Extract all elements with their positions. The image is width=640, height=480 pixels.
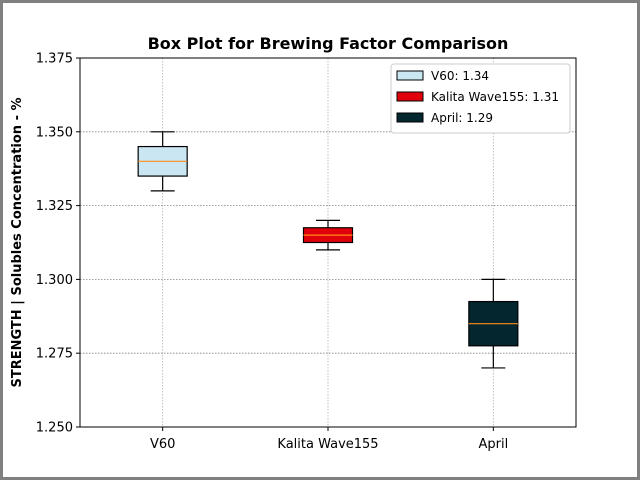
legend-label: April: 1.29 (431, 111, 493, 125)
y-tick-label: 1.275 (36, 347, 73, 362)
x-tick-label: Kalita Wave155 (277, 437, 378, 452)
y-tick-label: 1.375 (36, 52, 73, 67)
legend-swatch (396, 112, 424, 123)
legend-box (390, 63, 571, 134)
y-axis-label: STRENGTH | Solubles Concentration - % (10, 97, 25, 387)
chart-title: Box Plot for Brewing Factor Comparison (148, 34, 509, 53)
y-tick-label: 1.250 (36, 421, 73, 436)
x-tick-label: April (478, 437, 508, 452)
y-tick-label: 1.325 (36, 199, 73, 214)
box-plot-chart: 1.250 1.275 1.300 1.325 1.350 1.375 V60 Kalita … (10, 34, 577, 452)
legend-label: V60: 1.34 (431, 69, 489, 83)
y-tick-label: 1.350 (36, 125, 73, 140)
legend-swatch (396, 91, 424, 102)
x-tick-label: V60 (150, 437, 175, 452)
y-tick-label: 1.300 (36, 273, 73, 288)
legend-label: Kalita Wave155: 1.31 (431, 90, 559, 104)
figure: 1.250 1.275 1.300 1.325 1.350 1.375 V60 Kalita … (3, 3, 637, 477)
legend-swatch (396, 70, 424, 81)
